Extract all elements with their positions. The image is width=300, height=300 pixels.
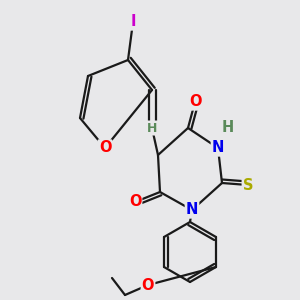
Text: O: O (142, 278, 154, 292)
Text: H: H (222, 119, 234, 134)
Text: I: I (130, 14, 136, 29)
Text: S: S (243, 178, 253, 193)
Text: H: H (147, 122, 157, 134)
Text: O: O (99, 140, 111, 155)
Text: N: N (212, 140, 224, 155)
Text: O: O (129, 194, 141, 209)
Text: N: N (186, 202, 198, 217)
Text: O: O (189, 94, 201, 110)
